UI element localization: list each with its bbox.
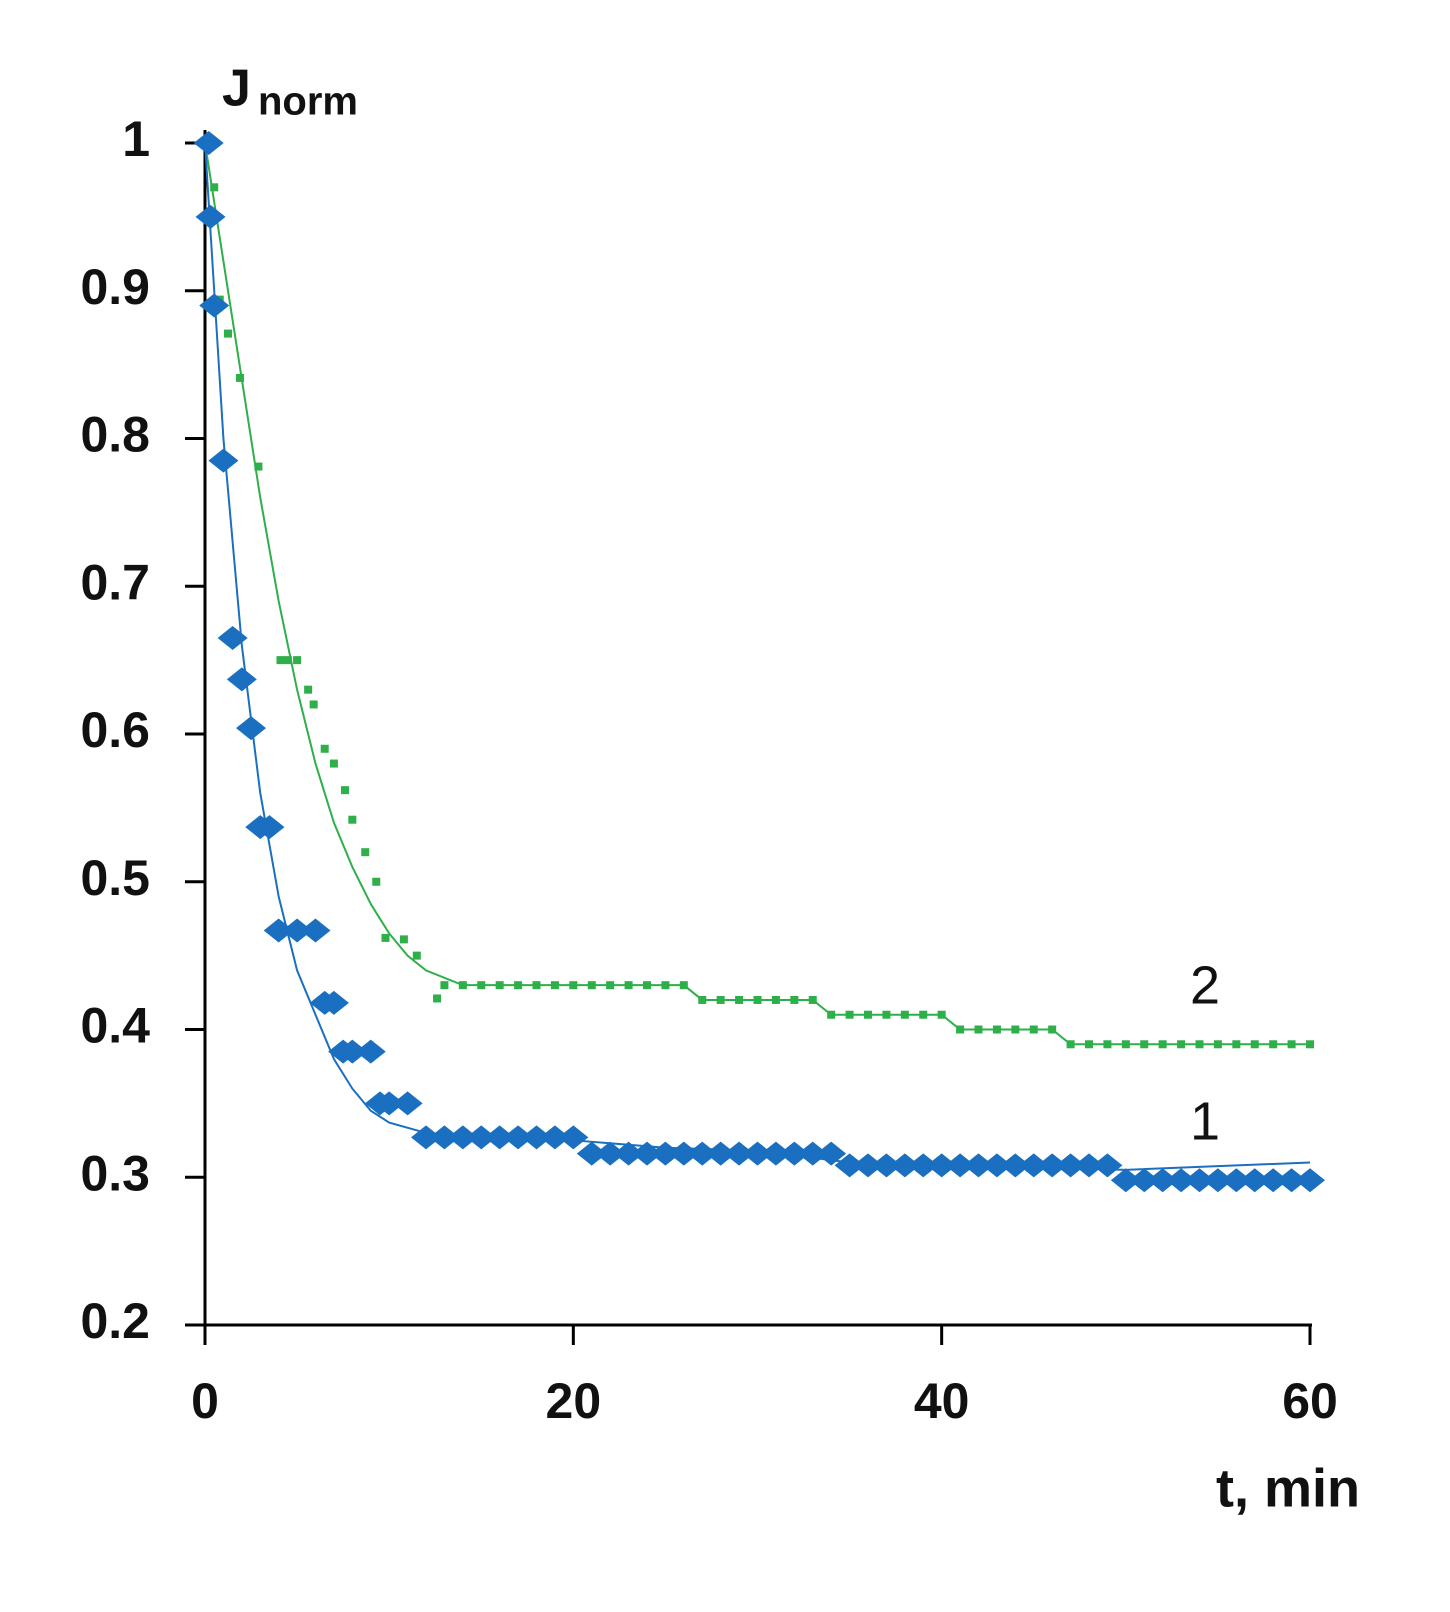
point [392, 1091, 423, 1116]
x-tick-label: 60 [1282, 1373, 1338, 1429]
point [1166, 1168, 1197, 1193]
point [687, 1141, 718, 1166]
y-tick-label: 0.3 [80, 1145, 150, 1201]
y-tick-label: 0.9 [80, 259, 150, 315]
point [1276, 1168, 1307, 1193]
point [217, 625, 248, 650]
point [193, 131, 224, 155]
y-tick-label: 1 [122, 111, 150, 167]
point [236, 716, 267, 741]
x-axis-label: t, min [1216, 1458, 1360, 1518]
point [1000, 1153, 1031, 1178]
point [399, 935, 408, 944]
point [276, 656, 285, 665]
point [503, 1125, 534, 1150]
point [724, 1141, 755, 1166]
point [1202, 1168, 1233, 1193]
point [705, 1141, 736, 1166]
point [433, 994, 442, 1003]
point [226, 667, 257, 692]
point [779, 1141, 810, 1166]
point [1239, 1168, 1270, 1193]
point [539, 1125, 570, 1150]
point [1147, 1168, 1178, 1193]
fit-line [204, 142, 1310, 1046]
y-tick-label: 0.6 [80, 702, 150, 758]
point [208, 448, 239, 473]
point [447, 1125, 478, 1150]
point [742, 1141, 773, 1166]
point [1295, 1168, 1325, 1193]
y-tick-label: 0.8 [80, 407, 150, 463]
point [374, 1091, 405, 1116]
point [834, 1153, 865, 1178]
point [412, 951, 421, 960]
point [1258, 1168, 1289, 1193]
point [329, 759, 338, 768]
point [320, 744, 329, 753]
y-tick-label: 0.7 [80, 554, 150, 610]
point [235, 373, 244, 382]
point [361, 848, 370, 857]
y-axis-label: J [222, 60, 251, 118]
y-axis-label-sub: norm [258, 80, 358, 124]
point [337, 1039, 368, 1064]
point [576, 1141, 607, 1166]
point [613, 1141, 644, 1166]
point [300, 918, 331, 943]
x-tick-label: 0 [191, 1373, 219, 1429]
point [521, 1125, 552, 1150]
point [318, 990, 349, 1015]
point [1074, 1153, 1104, 1178]
y-tick-label: 0.2 [80, 1293, 150, 1349]
point [254, 815, 285, 840]
point [1184, 1168, 1215, 1193]
point [440, 981, 449, 990]
y-tick-label: 0.4 [80, 998, 150, 1054]
series-label: 2 [1190, 956, 1220, 1016]
x-tick-label: 20 [546, 1373, 602, 1429]
x-tick-label: 40 [914, 1373, 970, 1429]
point [1018, 1153, 1049, 1178]
point [1110, 1168, 1141, 1193]
point [309, 700, 318, 709]
point [348, 815, 357, 824]
point [372, 877, 381, 886]
fit-line [204, 142, 1311, 1171]
point [1129, 1168, 1160, 1193]
point [853, 1153, 883, 1178]
point [210, 183, 219, 192]
point [871, 1153, 902, 1178]
point [1037, 1153, 1068, 1178]
series-label: 1 [1190, 1091, 1220, 1151]
point [293, 656, 302, 665]
point [381, 933, 390, 942]
point [340, 786, 349, 795]
point [1092, 1153, 1123, 1178]
point [595, 1141, 626, 1166]
point [355, 1039, 386, 1064]
point [304, 685, 313, 694]
point [224, 329, 233, 338]
y-tick-label: 0.5 [80, 850, 150, 906]
point [1055, 1153, 1086, 1178]
point [558, 1125, 589, 1150]
point [429, 1125, 460, 1150]
point [1221, 1168, 1252, 1193]
point [254, 462, 263, 471]
point [889, 1153, 920, 1178]
point [283, 656, 292, 665]
